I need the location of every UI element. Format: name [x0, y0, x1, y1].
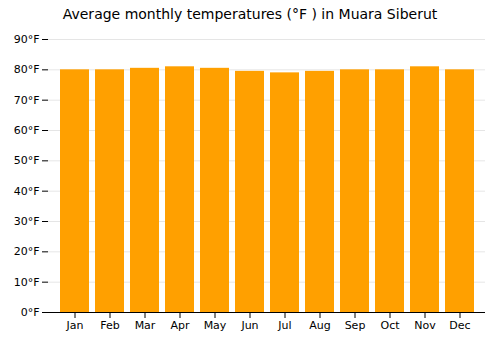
svg-text:Nov: Nov: [414, 319, 436, 332]
svg-text:0°F: 0°F: [21, 306, 40, 319]
svg-text:20°F: 20°F: [14, 245, 40, 258]
svg-text:May: May: [204, 319, 227, 332]
svg-text:90°F: 90°F: [14, 33, 40, 46]
svg-text:Jan: Jan: [66, 319, 84, 332]
svg-text:Dec: Dec: [449, 319, 470, 332]
svg-text:70°F: 70°F: [14, 94, 40, 107]
svg-text:Sep: Sep: [345, 319, 366, 332]
svg-text:Mar: Mar: [135, 319, 156, 332]
svg-text:50°F: 50°F: [14, 154, 40, 167]
svg-text:60°F: 60°F: [14, 124, 40, 137]
svg-text:10°F: 10°F: [14, 276, 40, 289]
svg-text:40°F: 40°F: [14, 185, 40, 198]
svg-text:Apr: Apr: [170, 319, 190, 332]
svg-text:Oct: Oct: [380, 319, 400, 332]
svg-text:30°F: 30°F: [14, 215, 40, 228]
svg-text:Jun: Jun: [240, 319, 258, 332]
svg-text:Jul: Jul: [277, 319, 291, 332]
html-text:Average monthly temperatures (: Average monthly temperatures (°F ) in Mu…: [62, 6, 438, 22]
svg-text:Aug: Aug: [309, 319, 330, 332]
svg-text:Feb: Feb: [100, 319, 119, 332]
svg-text:80°F: 80°F: [14, 63, 40, 76]
